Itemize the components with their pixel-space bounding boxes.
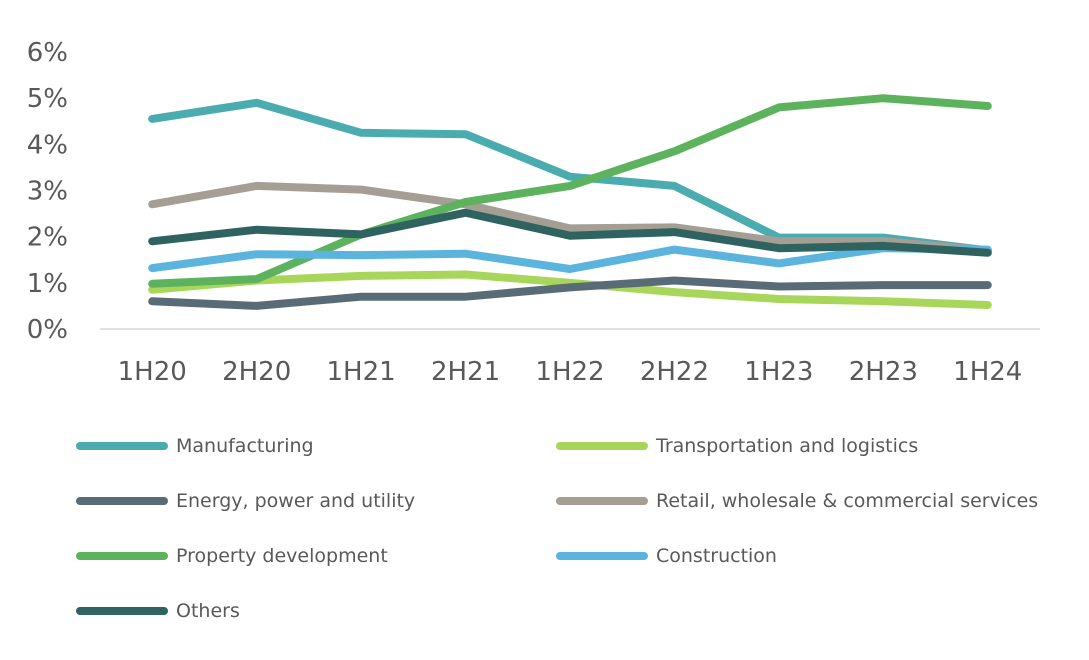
series-line-4 bbox=[148, 94, 992, 288]
x-tick-label: 1H21 bbox=[327, 357, 396, 387]
x-tick-label: 1H22 bbox=[535, 357, 604, 387]
y-axis-ticks: 0% 1% 2% 3% 4% 5% 6% bbox=[27, 38, 68, 345]
series-line-3 bbox=[148, 181, 992, 255]
y-tick-label: 2% bbox=[27, 223, 68, 253]
x-tick-label: 1H24 bbox=[953, 357, 1022, 387]
y-tick-label: 4% bbox=[27, 130, 68, 160]
x-tick-label: 2H22 bbox=[640, 357, 709, 387]
y-tick-label: 1% bbox=[27, 269, 68, 299]
y-tick-label: 5% bbox=[27, 84, 68, 114]
x-tick-label: 2H20 bbox=[222, 357, 291, 387]
x-tick-label: 2H21 bbox=[431, 357, 500, 387]
x-tick-label: 2H23 bbox=[849, 357, 918, 387]
x-tick-label: 1H20 bbox=[118, 357, 187, 387]
y-tick-label: 0% bbox=[27, 315, 68, 345]
series-lines bbox=[148, 94, 992, 310]
series-line-1 bbox=[148, 270, 992, 309]
series-line-5 bbox=[148, 244, 992, 273]
y-tick-label: 6% bbox=[27, 38, 68, 68]
x-tick-label: 1H23 bbox=[744, 357, 813, 387]
x-axis-ticks: 1H20 2H20 1H21 2H21 1H22 2H22 1H23 2H23 1H24 bbox=[118, 357, 1023, 387]
y-tick-label: 3% bbox=[27, 177, 68, 207]
series-line-2 bbox=[148, 276, 992, 310]
series-line-6 bbox=[148, 208, 992, 257]
